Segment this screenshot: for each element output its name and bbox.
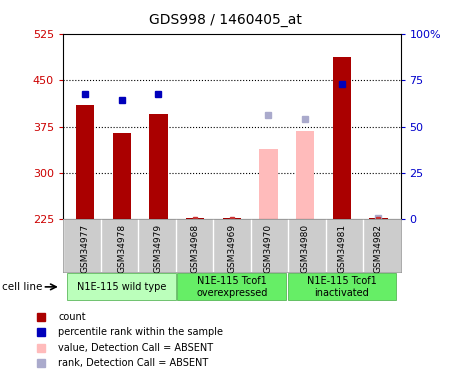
Bar bbox=[369, 217, 387, 219]
Text: GSM34981: GSM34981 bbox=[338, 224, 346, 273]
Text: N1E-115 Tcof1
overexpressed: N1E-115 Tcof1 overexpressed bbox=[196, 276, 267, 298]
Text: GSM34968: GSM34968 bbox=[190, 224, 199, 273]
Bar bbox=[259, 150, 278, 219]
Text: GSM34969: GSM34969 bbox=[227, 224, 236, 273]
Text: GDS998 / 1460405_at: GDS998 / 1460405_at bbox=[148, 13, 302, 27]
Text: rank, Detection Call = ABSENT: rank, Detection Call = ABSENT bbox=[58, 358, 208, 368]
Text: GSM34978: GSM34978 bbox=[117, 224, 126, 273]
Bar bbox=[333, 57, 351, 219]
Text: percentile rank within the sample: percentile rank within the sample bbox=[58, 327, 223, 337]
Bar bbox=[296, 131, 314, 219]
Bar bbox=[112, 133, 131, 219]
Text: GSM34970: GSM34970 bbox=[264, 224, 273, 273]
Bar bbox=[177, 273, 286, 300]
Text: GSM34980: GSM34980 bbox=[301, 224, 310, 273]
Text: N1E-115 wild type: N1E-115 wild type bbox=[77, 282, 166, 292]
Text: GSM34977: GSM34977 bbox=[81, 224, 90, 273]
Bar bbox=[76, 105, 94, 219]
Text: GSM34982: GSM34982 bbox=[374, 224, 383, 273]
Bar bbox=[149, 114, 167, 219]
Text: value, Detection Call = ABSENT: value, Detection Call = ABSENT bbox=[58, 343, 213, 352]
Text: N1E-115 Tcof1
inactivated: N1E-115 Tcof1 inactivated bbox=[307, 276, 377, 298]
Bar bbox=[223, 217, 241, 219]
Text: count: count bbox=[58, 312, 86, 321]
Bar bbox=[186, 217, 204, 219]
Bar bbox=[288, 273, 396, 300]
Text: cell line: cell line bbox=[2, 282, 43, 292]
Text: GSM34979: GSM34979 bbox=[154, 224, 163, 273]
Bar bbox=[68, 273, 176, 300]
